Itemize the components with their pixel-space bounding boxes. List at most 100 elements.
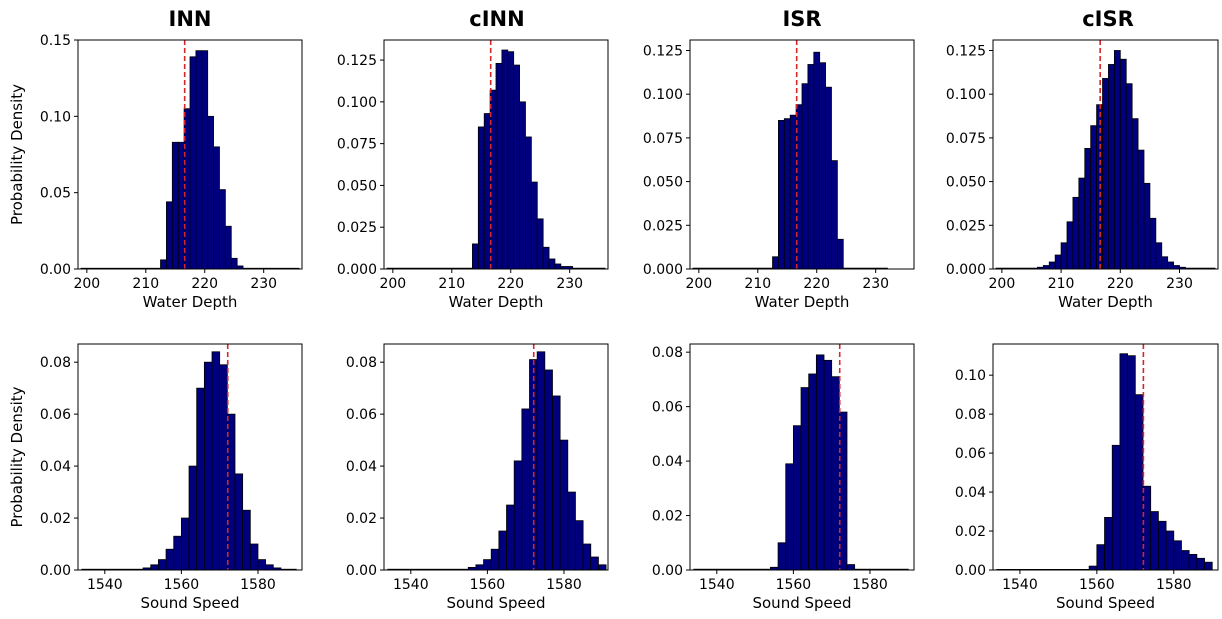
plot-frame: [383, 39, 609, 270]
histogram-bar: [219, 189, 226, 270]
histogram-bar: [1157, 520, 1167, 571]
histogram-bar: [211, 351, 221, 571]
histogram-bar: [1149, 217, 1157, 270]
x-tick-label: 220: [497, 276, 524, 292]
x-tick-label: 220: [191, 276, 218, 292]
histogram-bar: [160, 259, 167, 270]
x-axis-label: Water Depth: [755, 293, 850, 311]
histogram-bar: [1150, 511, 1159, 571]
histogram-bar: [1108, 64, 1115, 270]
y-tick-label: 0.04: [955, 485, 986, 501]
x-tick-label: 200: [989, 276, 1016, 292]
plot-frame: [689, 39, 915, 270]
x-axis-label: Sound Speed: [446, 594, 545, 612]
y-tick-label: 0.08: [346, 355, 377, 371]
y-tick-label: 0.025: [946, 218, 986, 234]
histogram-bar: [1161, 256, 1169, 270]
histogram-bar: [189, 56, 197, 270]
column-title-cinn: cINN: [469, 7, 524, 31]
histogram-bar: [519, 101, 526, 270]
histogram-bar: [506, 504, 515, 571]
histogram-bar: [257, 559, 267, 571]
y-tick-label: 0.02: [40, 511, 71, 527]
histogram-bar: [831, 160, 838, 270]
y-tick-label: 0.100: [946, 87, 986, 103]
histogram-bar: [1165, 530, 1175, 571]
x-axis-label: Water Depth: [143, 293, 238, 311]
histogram-bar: [807, 64, 815, 270]
histogram-bar: [525, 136, 532, 270]
panel-1-2: 1540 1560 1580 0.00 0.02 0.04 0.06 0.08 Sound Sp…: [652, 343, 915, 612]
histogram-bar: [590, 556, 599, 571]
x-axis-label: Water Depth: [449, 293, 544, 311]
histogram-bar: [1204, 561, 1213, 571]
y-tick-label: 0.02: [652, 509, 683, 525]
histogram-bar: [1054, 254, 1062, 270]
histogram-bar: [158, 559, 167, 571]
histogram-bar: [1096, 544, 1105, 571]
y-tick-label: 0.100: [643, 87, 683, 103]
histogram-bar: [1066, 221, 1074, 270]
x-tick-label: 210: [744, 276, 771, 292]
histogram-bar: [513, 64, 520, 270]
histogram-bar: [1125, 83, 1133, 270]
histogram-bar: [1060, 242, 1068, 270]
y-tick-label: 0.000: [643, 262, 683, 278]
histogram-bar: [801, 83, 809, 270]
y-axis-label: Probability Density: [8, 386, 26, 527]
histogram-bar: [224, 225, 232, 270]
panel-1-1: 1540 1560 1580 0.00 0.02 0.04 0.06 0.08 Sound Sp…: [346, 343, 609, 612]
histogram-bar: [772, 256, 779, 270]
histogram-bar: [177, 141, 185, 270]
panel-0-2: 200 210 220 230 0.000 0.025 0.050 0.075 0.100 0.1…: [643, 39, 915, 311]
histogram-bar: [498, 530, 507, 571]
histogram-bar: [582, 543, 592, 571]
histogram-bar: [195, 50, 203, 270]
x-axis-label: Sound Speed: [140, 594, 239, 612]
histogram-bar: [1072, 196, 1080, 270]
x-tick-label: 230: [862, 276, 889, 292]
y-tick-label: 0.10: [40, 109, 71, 125]
y-tick-label: 0.06: [955, 446, 986, 462]
histogram-bar: [808, 373, 817, 571]
histogram-bar: [1188, 554, 1198, 571]
x-tick-label: 1540: [1002, 577, 1038, 593]
y-tick-label: 0.000: [337, 262, 377, 278]
histogram-bar: [789, 114, 797, 270]
histogram-bar: [1173, 265, 1180, 270]
histogram-bar: [1113, 50, 1121, 270]
histogram-bar: [1088, 565, 1098, 571]
y-tick-label: 0.100: [337, 95, 377, 111]
histogram-bar: [265, 564, 274, 571]
histogram-bar: [173, 535, 182, 571]
histogram-bar: [778, 120, 785, 270]
y-tick-label: 0.04: [346, 459, 377, 475]
panel-0-3: 200 210 220 230 0.000 0.025 0.050 0.075 0.100 0.1…: [946, 39, 1219, 311]
plot-frame: [383, 343, 609, 571]
histogram-bar: [542, 246, 550, 270]
x-tick-label: 220: [1107, 276, 1134, 292]
y-tick-label: 0.10: [955, 368, 986, 384]
histogram-bar: [552, 395, 561, 571]
histogram-bar: [213, 146, 220, 270]
histogram-bar: [815, 354, 825, 571]
x-tick-label: 220: [803, 276, 830, 292]
x-tick-label: 1580: [240, 577, 276, 593]
panel-0-0: 200 210 220 230 0.00 0.05 0.10 0.15 Water Depth P…: [8, 33, 303, 311]
column-title-inn: INN: [169, 7, 212, 31]
histogram-bar: [536, 351, 546, 571]
histogram-bar: [548, 258, 556, 270]
histogram-bar: [1042, 265, 1050, 270]
y-tick-label: 0.00: [955, 563, 986, 579]
y-tick-label: 0.125: [337, 53, 377, 69]
panel-1-3: 1540 1560 1580 0.00 0.02 0.04 0.06 0.08 0.10 Soun…: [955, 343, 1219, 612]
histogram-bar: [165, 548, 175, 571]
histogram-bar: [242, 509, 251, 571]
y-tick-label: 0.000: [946, 262, 986, 278]
histogram-bar: [513, 460, 523, 571]
x-tick-label: 1540: [699, 577, 735, 593]
histogram-bar: [1196, 557, 1205, 571]
histogram-bar: [483, 113, 491, 270]
y-tick-label: 0.04: [652, 454, 683, 470]
y-tick-label: 0.025: [643, 218, 683, 234]
